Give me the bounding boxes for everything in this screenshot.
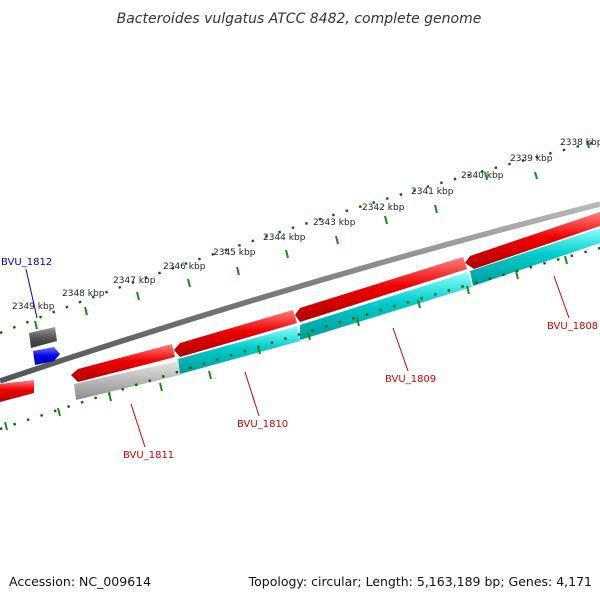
outer-scale: 2338 kbp 2339 kbp 2340 kbp 2341 kbp 2342…	[0, 138, 600, 335]
leader-bvu-1808	[553, 275, 570, 319]
inner-tick	[108, 392, 112, 402]
major-tick	[384, 215, 388, 225]
gene-label-bvu-1811[interactable]: BVU_1811	[123, 450, 174, 461]
major-tick	[187, 278, 191, 288]
major-tick	[335, 235, 339, 245]
inner-tick	[356, 317, 360, 327]
tick-label-2344: 2344 kbp	[263, 233, 306, 243]
gene-bvu-1810[interactable]	[174, 310, 297, 357]
gene-bvu-1808-rev[interactable]	[470, 228, 600, 286]
gene-bvu-1812-fwd[interactable]	[0, 380, 34, 402]
outer-scale-labels: 2338 kbp 2339 kbp 2340 kbp 2341 kbp 2342…	[12, 138, 600, 312]
inner-scale	[0, 246, 600, 431]
leader-bvu-1809	[392, 327, 409, 372]
genome-backbone	[0, 201, 600, 384]
reverse-strand-track	[29, 228, 600, 400]
gene-bvu-1809-rev[interactable]	[300, 272, 472, 340]
gene-bvu-1811[interactable]	[71, 344, 175, 382]
inner-scale-dots	[0, 246, 600, 431]
major-tick	[285, 249, 289, 259]
major-tick	[34, 320, 38, 330]
outer-scale-major-ticks	[34, 140, 590, 330]
tick-label-2341: 2341 kbp	[411, 187, 454, 197]
tick-label-2347: 2347 kbp	[113, 276, 156, 286]
gene-bvu-1809[interactable]	[295, 257, 467, 322]
gene-bvu-1811-rev[interactable]	[74, 361, 180, 400]
inner-tick	[257, 345, 261, 355]
tick-label-2346: 2346 kbp	[163, 262, 206, 272]
inner-tick	[564, 255, 568, 265]
major-tick	[434, 204, 438, 214]
inner-tick	[57, 407, 61, 417]
leader-bvu-1812	[25, 268, 38, 319]
gene-bvu-1812-dark[interactable]	[29, 327, 57, 348]
gene-label-bvu-1808[interactable]: BVU_1808	[547, 321, 598, 332]
gene-labels: BVU_1808 BVU_1809 BVU_1810 BVU_1811 BVU_…	[1, 257, 598, 461]
gene-bvu-1810-rev[interactable]	[178, 326, 300, 374]
inner-tick	[208, 370, 212, 380]
tick-label-2342: 2342 kbp	[362, 203, 405, 213]
major-tick	[236, 266, 240, 276]
tick-label-2343: 2343 kbp	[313, 218, 356, 228]
gene-label-bvu-1812[interactable]: BVU_1812	[1, 257, 52, 268]
inner-tick	[159, 382, 163, 392]
inner-tick	[515, 270, 519, 280]
gene-label-bvu-1809[interactable]: BVU_1809	[385, 374, 436, 385]
inner-tick	[417, 299, 421, 309]
inner-scale-ticks	[4, 255, 568, 431]
label-leaders	[25, 268, 570, 448]
genome-summary-text: Topology: circular; Length: 5,163,189 bp…	[248, 574, 592, 589]
major-tick	[136, 291, 140, 301]
gene-label-bvu-1810[interactable]: BVU_1810	[237, 419, 288, 430]
tick-label-2338: 2338 kbp	[560, 138, 600, 148]
inner-tick	[307, 331, 311, 341]
tick-label-2348: 2348 kbp	[62, 289, 105, 299]
inner-tick	[4, 421, 8, 431]
gene-bvu-1808[interactable]	[465, 212, 600, 269]
inner-tick	[466, 285, 470, 295]
major-tick	[484, 171, 488, 181]
major-tick	[84, 306, 88, 316]
major-tick	[586, 140, 590, 149]
tick-label-2345: 2345 kbp	[213, 248, 256, 258]
tick-label-2349: 2349 kbp	[12, 302, 55, 312]
map-title: Bacteroides vulgatus ATCC 8482, complete…	[117, 11, 482, 27]
tick-label-2340: 2340 kbp	[461, 171, 504, 181]
accession-text: Accession: NC_009614	[9, 574, 151, 589]
leader-bvu-1811	[130, 403, 146, 448]
tick-label-2339: 2339 kbp	[510, 154, 553, 164]
leader-bvu-1810	[244, 371, 260, 417]
major-tick	[534, 171, 538, 180]
gene-bvu-1812-blue[interactable]	[33, 347, 60, 365]
forward-strand-track	[0, 212, 600, 402]
